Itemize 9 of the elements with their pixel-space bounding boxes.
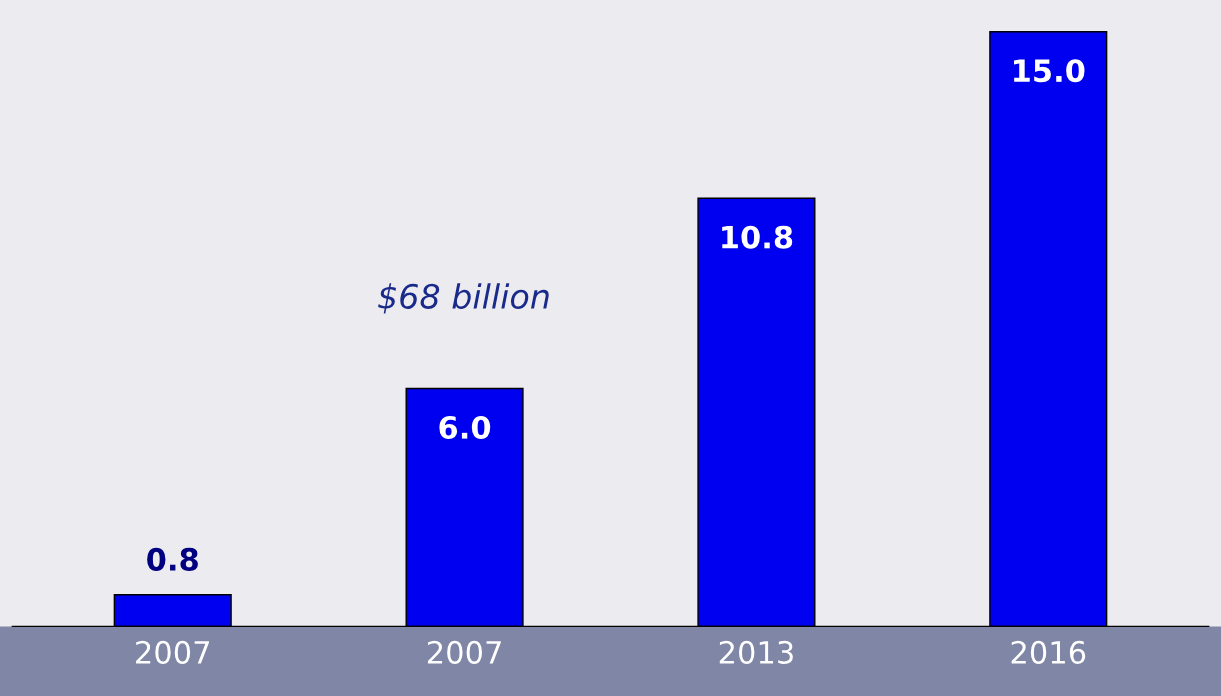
x-tick-label: 2016 [1011, 640, 1086, 664]
data-label: 6.0 [439, 415, 491, 440]
x-tick-label: 2013 [719, 640, 793, 664]
x-tick-label: 2007 [136, 640, 209, 664]
data-label: 15.0 [1014, 59, 1085, 83]
annotation: $68 billion [378, 283, 549, 314]
data-label: 0.8 [147, 547, 198, 571]
data-label: 10.8 [722, 225, 793, 249]
x-tick-label: 2007 [427, 640, 501, 664]
